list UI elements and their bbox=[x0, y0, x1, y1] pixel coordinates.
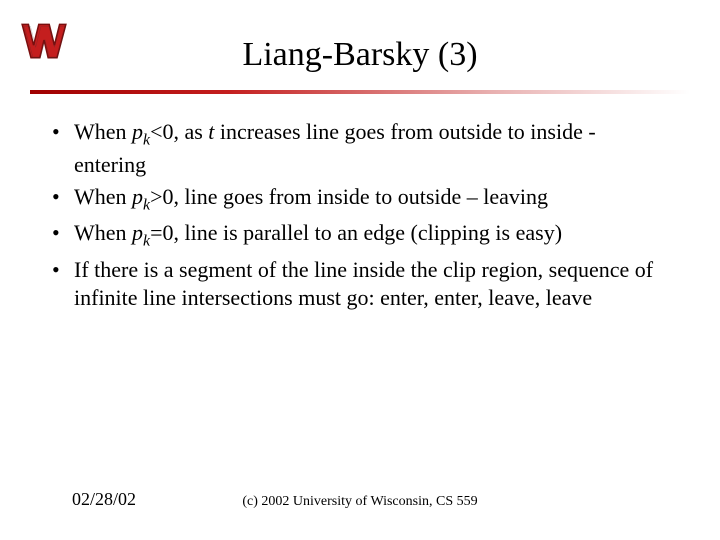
slide-title: Liang-Barsky (3) bbox=[0, 36, 720, 74]
slide: Liang-Barsky (3) When pk<0, as t increas… bbox=[0, 0, 720, 540]
var-letter: p bbox=[132, 184, 143, 209]
bullet-var: pk bbox=[132, 119, 150, 144]
bullet-var: pk bbox=[132, 184, 150, 209]
bullet-item: When pk=0, line is parallel to an edge (… bbox=[48, 219, 668, 252]
slide-body: When pk<0, as t increases line goes from… bbox=[48, 118, 668, 316]
bullet-text-pre: If there is a segment of the line inside… bbox=[74, 257, 653, 310]
bullet-text-rel: =0, line is parallel to an edge (clippin… bbox=[150, 220, 562, 245]
bullet-text-rel: <0, as bbox=[150, 119, 208, 144]
bullet-item: When pk>0, line goes from inside to outs… bbox=[48, 183, 668, 216]
title-underline bbox=[30, 90, 690, 96]
bullet-text-pre: When bbox=[74, 184, 132, 209]
var-sub: k bbox=[143, 131, 150, 148]
gradient-rule bbox=[30, 90, 690, 94]
footer-copyright: (c) 2002 University of Wisconsin, CS 559 bbox=[0, 494, 720, 510]
bullet-item: When pk<0, as t increases line goes from… bbox=[48, 118, 668, 179]
bullet-text-pre: When bbox=[74, 220, 132, 245]
var-sub: k bbox=[143, 233, 150, 250]
bullet-text-rel: >0, line goes from inside to outside – l… bbox=[150, 184, 548, 209]
var-letter: p bbox=[132, 220, 143, 245]
bullet-list: When pk<0, as t increases line goes from… bbox=[48, 118, 668, 312]
bullet-var: pk bbox=[132, 220, 150, 245]
var-letter: p bbox=[132, 119, 143, 144]
bullet-item: If there is a segment of the line inside… bbox=[48, 256, 668, 312]
bullet-text-pre: When bbox=[74, 119, 132, 144]
var-sub: k bbox=[143, 196, 150, 213]
